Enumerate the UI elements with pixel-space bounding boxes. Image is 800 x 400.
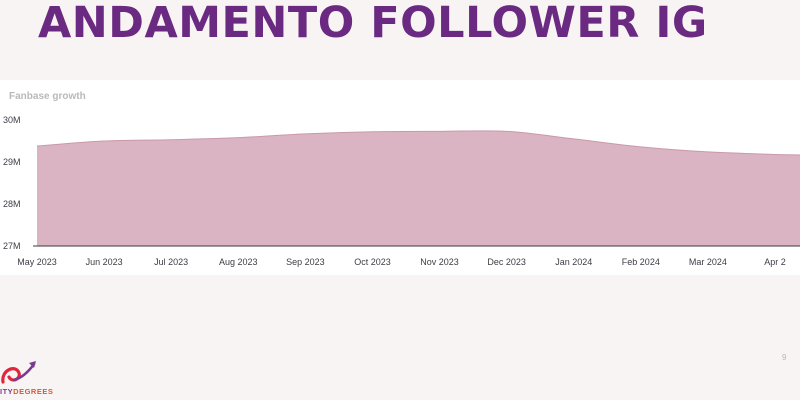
x-tick-label: Jul 2023 <box>154 257 188 267</box>
x-tick-label: Sep 2023 <box>286 257 325 267</box>
logo-wordmark: ITYDEGREES <box>0 387 53 396</box>
company-logo <box>1 361 36 384</box>
page-number: 9 <box>782 353 787 362</box>
x-tick-label: Aug 2023 <box>219 257 258 267</box>
slide-title: ANDAMENTO FOLLOWER IG <box>38 0 708 48</box>
logo-wordmark-part-a: ITY <box>0 387 14 396</box>
x-tick-label: May 2023 <box>17 257 57 267</box>
y-tick-label: 30M <box>3 115 21 125</box>
x-tick-label: Apr 2 <box>764 257 786 267</box>
chart-title: Fanbase growth <box>9 91 86 102</box>
y-tick-label: 27M <box>3 241 21 251</box>
x-tick-label: Mar 2024 <box>689 257 727 267</box>
logo-wordmark-part-b: DEGREES <box>13 387 54 396</box>
x-tick-label: Feb 2024 <box>622 257 660 267</box>
x-tick-label: Oct 2023 <box>354 257 391 267</box>
x-tick-label: Dec 2023 <box>487 257 526 267</box>
x-tick-label: Jan 2024 <box>555 257 592 267</box>
x-tick-label: Nov 2023 <box>420 257 459 267</box>
y-tick-label: 29M <box>3 157 21 167</box>
logo-arrow-head <box>29 361 36 368</box>
area-series-0 <box>37 130 800 246</box>
x-tick-label: Jun 2023 <box>86 257 123 267</box>
y-tick-label: 28M <box>3 199 21 209</box>
chart-card: Fanbase growth 27M 28M 29M 30M May 2023 Jun … <box>0 80 800 275</box>
area-series-0-line <box>36 130 800 156</box>
fanbase-growth-chart: 27M 28M 29M 30M May 2023 Jun 2023 Jul 2023 Aug… <box>3 115 800 267</box>
